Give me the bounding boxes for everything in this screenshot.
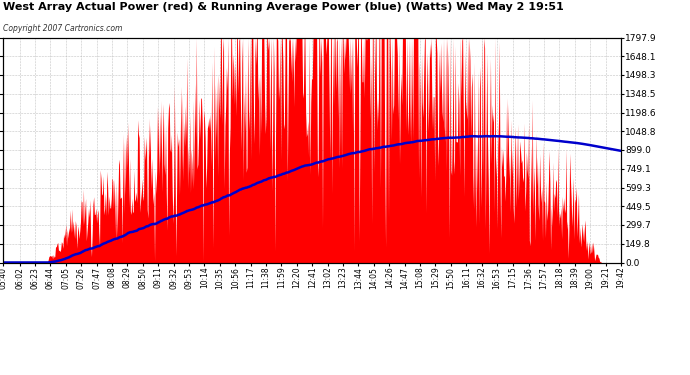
Text: West Array Actual Power (red) & Running Average Power (blue) (Watts) Wed May 2 1: West Array Actual Power (red) & Running … <box>3 2 564 12</box>
Text: Copyright 2007 Cartronics.com: Copyright 2007 Cartronics.com <box>3 24 123 33</box>
